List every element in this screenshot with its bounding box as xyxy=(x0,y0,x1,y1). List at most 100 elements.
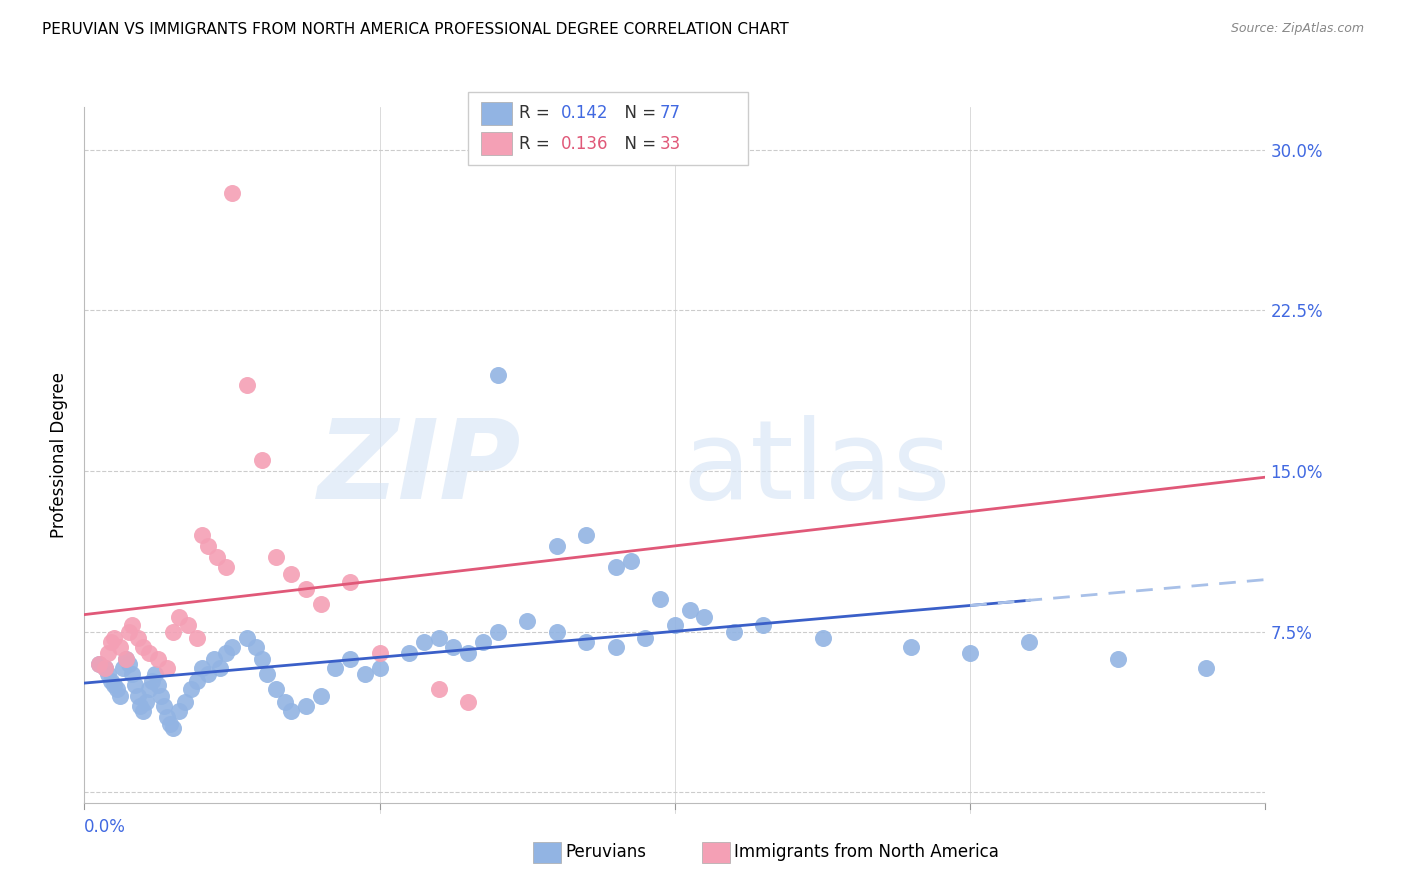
Point xyxy=(264,549,288,564)
Point xyxy=(215,646,238,660)
Point xyxy=(900,640,922,654)
Point xyxy=(127,631,149,645)
Point xyxy=(280,704,302,718)
Point xyxy=(100,635,122,649)
Point xyxy=(678,603,700,617)
Point xyxy=(280,566,302,581)
Point xyxy=(167,609,190,624)
Point xyxy=(811,631,834,645)
Point xyxy=(723,624,745,639)
Text: Peruvians: Peruvians xyxy=(565,843,647,861)
Point xyxy=(398,646,420,660)
Text: ZIP: ZIP xyxy=(318,416,522,523)
Point xyxy=(221,640,243,654)
Point xyxy=(143,667,166,681)
Point xyxy=(605,560,627,574)
Point xyxy=(156,661,179,675)
Point xyxy=(575,635,598,649)
Point xyxy=(427,682,450,697)
Point xyxy=(575,528,598,542)
Point xyxy=(197,539,219,553)
Point xyxy=(97,667,120,681)
Point xyxy=(245,640,267,654)
Point xyxy=(472,635,495,649)
Point xyxy=(127,689,149,703)
Point xyxy=(516,614,538,628)
Point xyxy=(100,673,122,688)
Text: 77: 77 xyxy=(659,104,681,122)
Point xyxy=(295,699,318,714)
Point xyxy=(150,689,173,703)
Point xyxy=(486,368,509,382)
Point xyxy=(132,640,155,654)
Point xyxy=(413,635,436,649)
Point xyxy=(118,624,141,639)
Point xyxy=(173,695,195,709)
Point xyxy=(693,609,716,624)
Point xyxy=(97,646,120,660)
Point xyxy=(441,640,464,654)
Point xyxy=(108,640,131,654)
Point xyxy=(309,597,332,611)
Point xyxy=(752,618,775,632)
Point xyxy=(186,631,208,645)
Point xyxy=(138,646,160,660)
Text: Source: ZipAtlas.com: Source: ZipAtlas.com xyxy=(1230,22,1364,36)
Point xyxy=(114,652,136,666)
Point xyxy=(89,657,111,671)
Text: atlas: atlas xyxy=(682,416,950,523)
Point xyxy=(121,667,143,681)
Point xyxy=(162,721,184,735)
Point xyxy=(153,699,176,714)
Point xyxy=(89,657,111,671)
Point xyxy=(205,549,228,564)
Point xyxy=(1107,652,1129,666)
Point xyxy=(180,682,202,697)
Point xyxy=(186,673,208,688)
Point xyxy=(427,631,450,645)
Point xyxy=(148,678,170,692)
Point xyxy=(256,667,278,681)
Point xyxy=(191,528,214,542)
Point xyxy=(159,716,181,731)
Point xyxy=(215,560,238,574)
Point xyxy=(368,661,391,675)
Point xyxy=(309,689,332,703)
Point xyxy=(546,624,568,639)
Point xyxy=(354,667,377,681)
Point xyxy=(114,652,136,666)
Point xyxy=(177,618,200,632)
Text: 0.142: 0.142 xyxy=(561,104,609,122)
Point xyxy=(457,646,479,660)
Point xyxy=(664,618,686,632)
Point xyxy=(197,667,219,681)
Point xyxy=(167,704,190,718)
Point xyxy=(111,661,134,675)
Point xyxy=(457,695,479,709)
Point xyxy=(209,661,232,675)
Point xyxy=(138,682,160,697)
Point xyxy=(132,704,155,718)
Point xyxy=(108,689,131,703)
Point xyxy=(634,631,657,645)
Point xyxy=(648,592,672,607)
Text: N =: N = xyxy=(614,135,662,153)
Text: Immigrants from North America: Immigrants from North America xyxy=(734,843,998,861)
Text: R =: R = xyxy=(519,135,555,153)
Point xyxy=(236,378,259,392)
Point xyxy=(202,652,225,666)
Point xyxy=(323,661,347,675)
Point xyxy=(605,640,627,654)
Point xyxy=(959,646,981,660)
Point xyxy=(94,661,117,675)
Text: 0.136: 0.136 xyxy=(561,135,609,153)
Point xyxy=(191,661,214,675)
Point xyxy=(124,678,146,692)
Point xyxy=(141,673,163,688)
Point xyxy=(148,652,170,666)
Text: R =: R = xyxy=(519,104,555,122)
Point xyxy=(103,678,125,692)
Text: PERUVIAN VS IMMIGRANTS FROM NORTH AMERICA PROFESSIONAL DEGREE CORRELATION CHART: PERUVIAN VS IMMIGRANTS FROM NORTH AMERIC… xyxy=(42,22,789,37)
Point xyxy=(274,695,297,709)
Y-axis label: Professional Degree: Professional Degree xyxy=(51,372,69,538)
